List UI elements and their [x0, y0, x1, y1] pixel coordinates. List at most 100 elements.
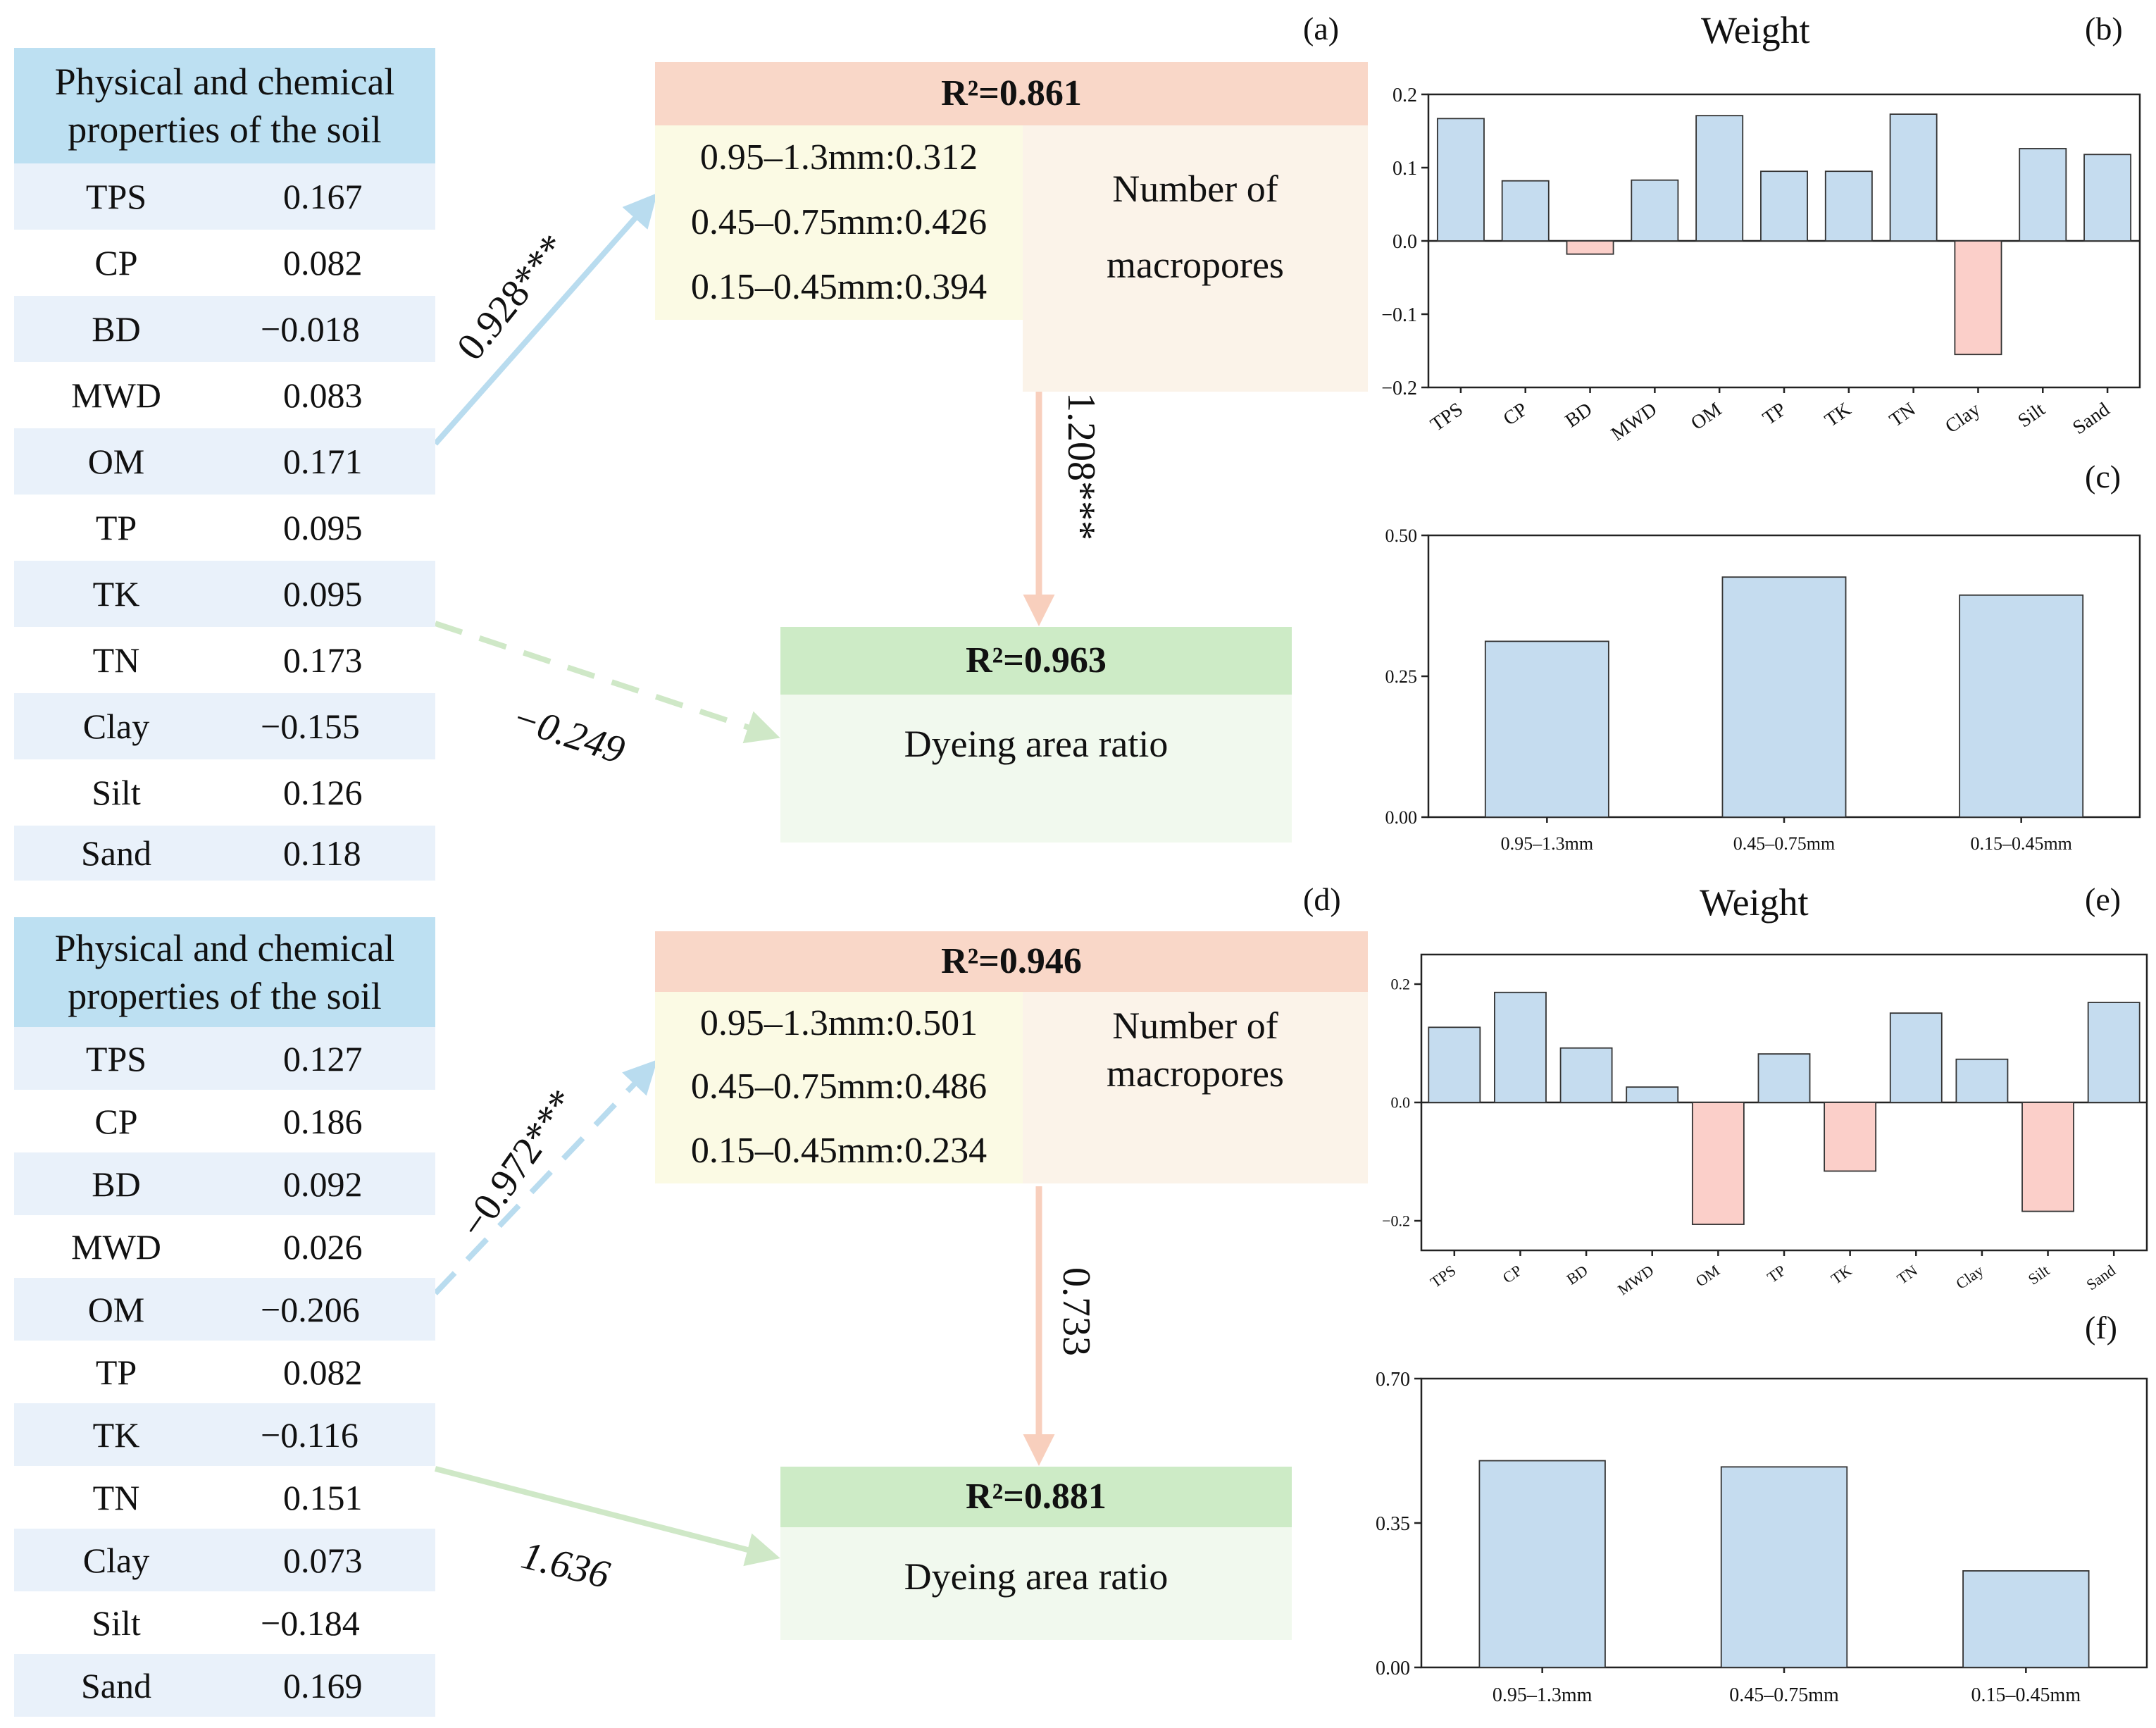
x-tick-label: TPS [1427, 1262, 1459, 1291]
property-name: TPS [85, 1038, 147, 1079]
bar-tp [1757, 1053, 1811, 1103]
macropores-label-line-1: Number of [1112, 1005, 1278, 1047]
macropores-r2: R²=0.946 [655, 931, 1368, 992]
panel-label-f: (f) [2085, 1310, 2117, 1345]
table-row: TK −0.116 [14, 1403, 435, 1466]
x-tick-label: BD [1563, 1262, 1590, 1288]
y-tick-label: 0.2 [1391, 976, 1411, 993]
arrow-soil-to-macropores-bottom [433, 1059, 658, 1295]
property-value: 0.169 [283, 1665, 363, 1705]
property-name: OM [87, 442, 145, 481]
property-name: Sand [81, 833, 151, 873]
y-tick-label: 0.35 [1376, 1513, 1410, 1535]
x-tick-label: CP [1500, 1262, 1525, 1287]
dye-r2: R²=0.881 [780, 1467, 1292, 1527]
property-name: BD [92, 1164, 141, 1204]
table-row: TN 0.151 [14, 1466, 435, 1529]
x-tick-label: TN [1894, 1262, 1921, 1288]
bar-0.15–0.45mm [1962, 1570, 2090, 1668]
property-value: 0.073 [283, 1540, 363, 1580]
property-value: 0.126 [283, 773, 363, 812]
macropore-size-item: 0.15–0.45mm:0.394 [655, 255, 1023, 320]
y-tick-label: −0.2 [1381, 378, 1417, 399]
panel-label-b: (b) [2085, 11, 2123, 46]
property-value: 0.167 [283, 177, 363, 216]
property-name: OM [87, 1289, 145, 1329]
panel-label-c: (c) [2085, 459, 2121, 495]
x-tick-label: 0.15–0.45mm [1971, 1684, 2081, 1706]
property-value: −0.018 [261, 309, 360, 349]
property-value: −0.116 [261, 1415, 359, 1455]
bar-bd [1566, 240, 1614, 255]
macropores-label-line-2: macropores [1107, 244, 1284, 286]
soil-properties-table-top: Physical and chemical properties of the … [14, 48, 435, 881]
x-tick-label: 0.95–1.3mm [1501, 833, 1593, 854]
property-value: −0.155 [261, 707, 360, 746]
bar-tps [1428, 1026, 1481, 1103]
macropore-size-item: 0.15–0.45mm:0.234 [655, 1119, 1023, 1183]
y-tick-label: −0.2 [1382, 1212, 1410, 1230]
y-tick-label: 0.50 [1385, 526, 1418, 546]
bar-tn [1889, 1012, 1943, 1103]
property-value: 0.095 [283, 508, 363, 547]
x-tick-label: 0.45–0.75mm [1733, 833, 1835, 854]
x-tick-label: Silt [2025, 1262, 2052, 1288]
property-name: TN [92, 640, 140, 680]
table-row: BD 0.092 [14, 1152, 435, 1215]
x-tick-label: MWD [1607, 399, 1661, 445]
table-row: Silt −0.184 [14, 1591, 435, 1654]
property-value: 0.083 [283, 375, 363, 415]
y-tick-label: 0.2 [1392, 85, 1417, 106]
x-tick-label: TN [1886, 399, 1919, 432]
property-name: TP [95, 508, 137, 547]
macropores-label: Number of macropores [1023, 992, 1368, 1183]
bar-om [1691, 1102, 1745, 1225]
macropore-size-item: 0.45–0.75mm:0.486 [655, 1055, 1023, 1119]
bar-sand [2083, 154, 2132, 242]
table-row: OM −0.206 [14, 1278, 435, 1341]
x-tick-label: TK [1821, 399, 1855, 432]
y-tick-label: 0.1 [1392, 158, 1417, 180]
y-tick-label: 0.0 [1391, 1094, 1411, 1112]
property-name: CP [94, 243, 138, 282]
macropore-size-item: 0.45–0.75mm:0.426 [655, 190, 1023, 255]
property-name: TP [95, 1352, 137, 1392]
macropores-label-line-1: Number of [1112, 168, 1278, 210]
x-tick-label: 0.15–0.45mm [1970, 833, 2071, 854]
property-value: −0.206 [261, 1289, 360, 1329]
bar-cp [1501, 180, 1550, 242]
x-tick-label: CP [1500, 399, 1532, 430]
property-value: 0.186 [283, 1101, 363, 1141]
property-name: Clay [82, 1540, 150, 1580]
x-tick-label: TK [1828, 1262, 1855, 1288]
table-row: TPS 0.127 [14, 1027, 435, 1090]
table-header-line-1: Physical and chemical [54, 61, 395, 103]
macropore-size-item: 0.95–1.3mm:0.312 [655, 125, 1023, 190]
property-value: 0.118 [283, 833, 361, 873]
table-header: Physical and chemical properties of the … [14, 48, 435, 163]
arrow-soil-to-dye-bottom [434, 1466, 780, 1567]
bar-silt [2019, 148, 2067, 242]
x-tick-label: 0.45–0.75mm [1729, 1684, 1839, 1706]
bar-0.15–0.45mm [1959, 594, 2084, 818]
bar-tk [1824, 170, 1873, 242]
table-row: Clay −0.155 [14, 693, 435, 759]
macropores-box-top: R²=0.861 0.95–1.3mm:0.312 0.45–0.75mm:0.… [655, 62, 1368, 392]
property-name: Silt [92, 1603, 141, 1643]
table-row: TN 0.173 [14, 627, 435, 693]
y-tick-label: 0.25 [1385, 666, 1418, 687]
dye-box-bottom: R²=0.881 Dyeing area ratio [780, 1467, 1292, 1640]
bar-0.95–1.3mm [1484, 640, 1609, 818]
property-value: 0.082 [283, 1352, 363, 1392]
table-row: BD −0.018 [14, 296, 435, 362]
x-tick-label: Clay [1941, 399, 1984, 438]
panel-label-d: (d) [1303, 881, 1341, 917]
table-row: Clay 0.073 [14, 1529, 435, 1591]
x-tick-label: Silt [2014, 399, 2049, 433]
property-name: MWD [71, 1226, 161, 1267]
x-tick-label: Clay [1952, 1262, 1986, 1293]
y-tick-label: 0.0 [1392, 231, 1417, 253]
property-value: 0.151 [283, 1477, 363, 1517]
property-name: TK [92, 1415, 140, 1455]
